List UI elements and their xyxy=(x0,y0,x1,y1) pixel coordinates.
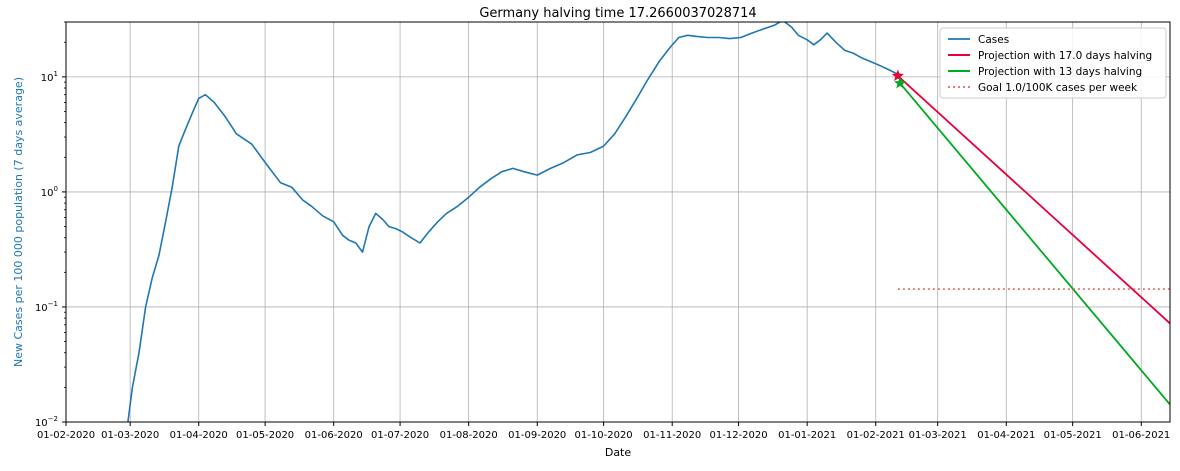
x-tick-label: 01-01-2021 xyxy=(778,430,836,441)
legend-label: Projection with 17.0 days halving xyxy=(978,50,1152,62)
x-tick-label: 01-02-2021 xyxy=(847,430,905,441)
plot-area xyxy=(127,22,1170,422)
x-tick-label: 01-04-2020 xyxy=(170,430,228,441)
legend: Cases Projection with 17.0 days halving Pr… xyxy=(939,27,1167,99)
x-tick-label: 01-10-2020 xyxy=(575,430,633,441)
legend-label: Projection with 13 days halving xyxy=(978,66,1142,78)
chart-title: Germany halving time 17.2660037028714 xyxy=(479,6,756,21)
x-tick-label: 01-04-2021 xyxy=(977,430,1035,441)
legend-label: Goal 1.0/100K cases per week xyxy=(978,82,1138,94)
x-tick-label: 01-03-2020 xyxy=(101,430,159,441)
x-tick-label: 01-03-2021 xyxy=(909,430,967,441)
y-axis-label: New Cases per 100 000 population (7 days… xyxy=(12,77,25,367)
x-tick-label: 01-09-2020 xyxy=(508,430,566,441)
x-tick-label: 01-06-2020 xyxy=(305,430,363,441)
series-cases-line xyxy=(127,22,899,422)
x-tick-label: 01-05-2021 xyxy=(1044,430,1102,441)
x-tick-label: 01-08-2020 xyxy=(440,430,498,441)
plot-frame xyxy=(65,21,1171,423)
legend-box xyxy=(939,27,1167,99)
x-tick-label: 01-11-2020 xyxy=(643,430,701,441)
x-tick-label: 01-06-2021 xyxy=(1112,430,1170,441)
x-axis: 01-02-2020 01-03-2020 01-04-2020 01-05-2020… xyxy=(37,422,1170,441)
x-tick-label: 01-02-2020 xyxy=(37,430,95,441)
series-projection-13-line xyxy=(899,82,1170,406)
series-group xyxy=(127,22,1170,422)
projection-start-marker xyxy=(894,76,907,89)
legend-label: Cases xyxy=(978,34,1009,46)
series-projection-17-line xyxy=(897,75,1170,325)
x-axis-label: Date xyxy=(605,446,632,459)
grid xyxy=(65,22,1170,423)
x-tick-label: 01-12-2020 xyxy=(710,430,768,441)
x-tick-label: 01-05-2020 xyxy=(236,430,294,441)
x-tick-label: 01-07-2020 xyxy=(371,430,429,441)
